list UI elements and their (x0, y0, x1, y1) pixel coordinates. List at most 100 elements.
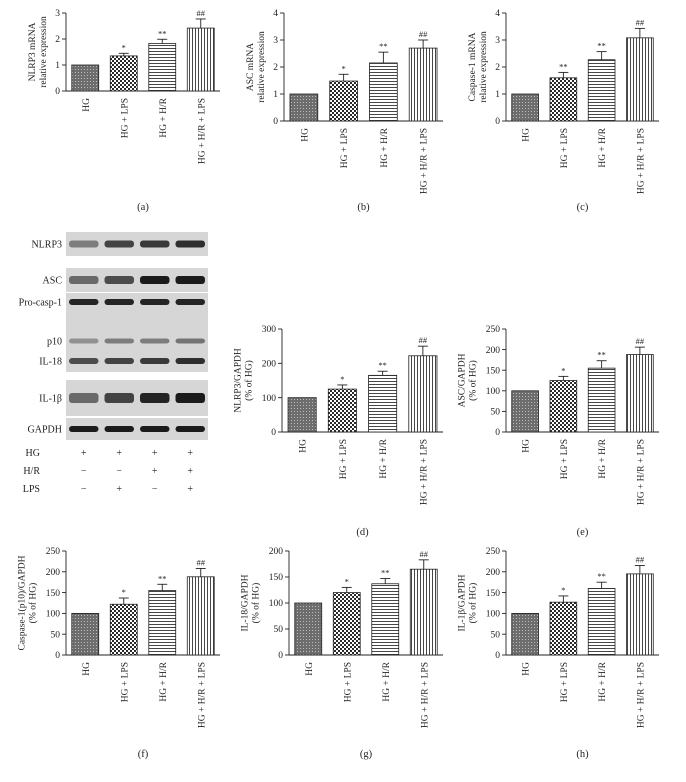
bar (408, 47, 438, 122)
significance-mark: * (561, 585, 565, 595)
y-tick-label: 150 (46, 589, 61, 599)
blot-strip (66, 352, 208, 372)
category-label: HG (305, 662, 315, 676)
category-label: HG (82, 662, 92, 676)
condition-sign: − (116, 466, 122, 477)
y-tick-label: 100 (486, 610, 501, 620)
y-tick-label: 0 (55, 87, 60, 97)
y-axis-label: (% of HG) (250, 583, 261, 624)
significance-mark: ** (158, 573, 167, 583)
category-label: HG + H/R (598, 127, 608, 167)
y-axis-label: ASC mRNA (246, 43, 256, 91)
bar (626, 573, 654, 656)
condition-label: H/R (23, 466, 40, 477)
bar (109, 603, 138, 656)
y-axis-label: (% of HG) (27, 583, 38, 624)
y-axis-label: NLRP3 mRNA (28, 22, 38, 81)
y-tick-label: 200 (486, 346, 501, 356)
y-tick-label: 50 (274, 625, 284, 635)
y-tick-label: 3 (495, 36, 500, 46)
panel-label: (d) (356, 527, 369, 538)
chart-f: 0 50 100 150 200 250 Caspase-1(p10)/GAPDH (% of… (16, 547, 220, 760)
bar (511, 93, 539, 122)
blot-band (104, 426, 134, 432)
y-tick-label: 250 (486, 547, 501, 557)
category-label: HG + H/R + LPS (636, 128, 646, 194)
blot-band (175, 276, 205, 284)
bar (186, 576, 215, 656)
panel-label: (g) (360, 749, 373, 760)
y-tick-label: 0 (55, 651, 60, 661)
bar (289, 93, 319, 122)
significance-mark: ** (559, 61, 568, 71)
y-tick-label: 1 (495, 90, 500, 100)
chart-c: 0 1 2 3 4 Caspase-1 mRNA relative expression HG… (468, 9, 659, 213)
blot-band (69, 240, 99, 248)
condition-sign: − (81, 466, 87, 477)
bar (549, 77, 578, 122)
blot-band (175, 338, 205, 344)
bar (148, 590, 177, 656)
bar (369, 62, 398, 122)
y-tick-label: 200 (486, 568, 501, 578)
category-label: HG + H/R + LPS (197, 98, 207, 164)
chart-a: 0 1 2 3 NLRP3 mRNA relative expression HG * HG +… (28, 8, 220, 213)
y-axis-label: Caspase-1 mRNA (468, 32, 478, 101)
category-label: HG + H/R (379, 438, 389, 478)
bar (409, 568, 438, 656)
y-tick-label: 2 (495, 63, 500, 73)
bar (511, 390, 539, 433)
condition-sign: + (187, 466, 193, 477)
y-axis-label: IL-1β/GAPDH (457, 574, 467, 631)
bar (327, 388, 357, 433)
significance-mark: ## (636, 336, 645, 346)
blot-band (104, 393, 134, 403)
condition-sign: + (187, 484, 193, 495)
blot-row-label: p10 (47, 337, 62, 348)
y-tick-label: 3 (273, 36, 278, 46)
bar (332, 592, 361, 656)
y-axis-label: IL-18/GAPDH (240, 574, 250, 631)
significance-mark: * (561, 365, 565, 375)
y-tick-label: 0 (278, 651, 283, 661)
y-tick-label: 4 (495, 9, 500, 19)
blot-band (104, 338, 134, 344)
category-label: HG + H/R + LPS (636, 662, 646, 728)
significance-mark: * (122, 587, 126, 597)
y-tick-label: 0 (273, 117, 278, 127)
significance-mark: * (342, 63, 346, 73)
panel-label: (a) (137, 202, 149, 213)
category-label: HG + LPS (560, 439, 570, 479)
blot-band (175, 240, 205, 248)
y-tick-label: 150 (486, 589, 501, 599)
blot-row-label: IL-18 (39, 357, 62, 368)
category-label: HG + H/R + LPS (636, 439, 646, 505)
significance-mark: * (340, 374, 344, 384)
panel-label: (c) (577, 202, 589, 213)
bar (186, 27, 215, 92)
y-tick-label: 50 (51, 630, 61, 640)
blot-band (69, 276, 99, 284)
chart-g: 0 50 100 150 200 IL-18/GAPDH (% of HG) HG * HG + … (240, 547, 443, 760)
significance-mark: ** (381, 568, 390, 578)
blot-band (104, 276, 134, 284)
y-axis-label: Caspase-1(p10)/GAPDH (16, 555, 27, 650)
y-tick-label: 1 (55, 61, 60, 71)
condition-sign: + (116, 484, 122, 495)
panel-label: (b) (357, 202, 370, 213)
blot-band (175, 358, 205, 364)
category-label: HG + LPS (560, 662, 570, 702)
blot-strip (66, 418, 208, 440)
y-tick-label: 150 (269, 573, 284, 583)
blot-band (140, 276, 170, 284)
y-axis-label: relative expression (39, 16, 49, 88)
bar (549, 380, 578, 433)
y-tick-label: 150 (486, 366, 501, 376)
blot-band (69, 393, 99, 403)
category-label: HG + LPS (340, 128, 350, 168)
blot-row-label: GAPDH (28, 425, 62, 436)
y-tick-label: 100 (486, 387, 501, 397)
y-axis-label: (% of HG) (243, 360, 254, 401)
y-tick-label: 4 (273, 9, 278, 19)
y-tick-label: 0 (495, 651, 500, 661)
